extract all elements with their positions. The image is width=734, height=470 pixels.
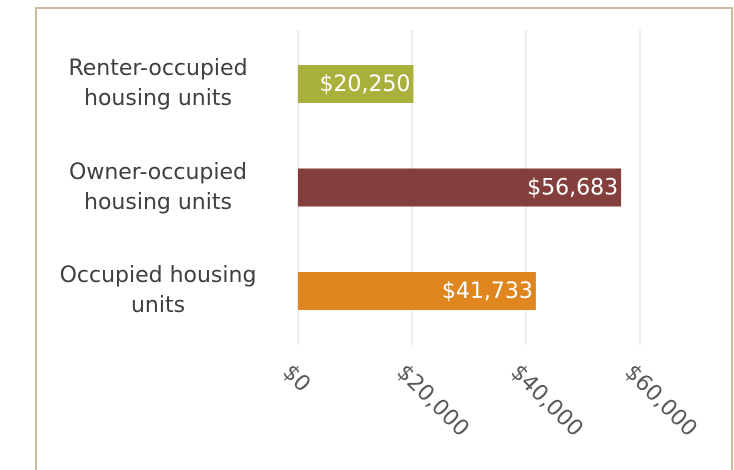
bar (298, 168, 622, 207)
value-label: $20,250 (319, 72, 410, 97)
category-label: Occupied housing units (59, 263, 257, 318)
bar (298, 272, 536, 310)
value-label: $41,733 (442, 279, 533, 304)
x-tick-label: $20,000 (392, 360, 474, 442)
x-tick-label: $60,000 (620, 360, 702, 442)
category-label: Renter-occupied housing units (68, 56, 248, 111)
chart-border (35, 7, 733, 470)
value-label: $56,683 (527, 176, 618, 201)
x-tick-label: $0 (278, 360, 315, 397)
category-label: Owner-occupied housing units (69, 159, 247, 215)
x-tick-label: $40,000 (506, 360, 588, 442)
bar (298, 65, 414, 103)
